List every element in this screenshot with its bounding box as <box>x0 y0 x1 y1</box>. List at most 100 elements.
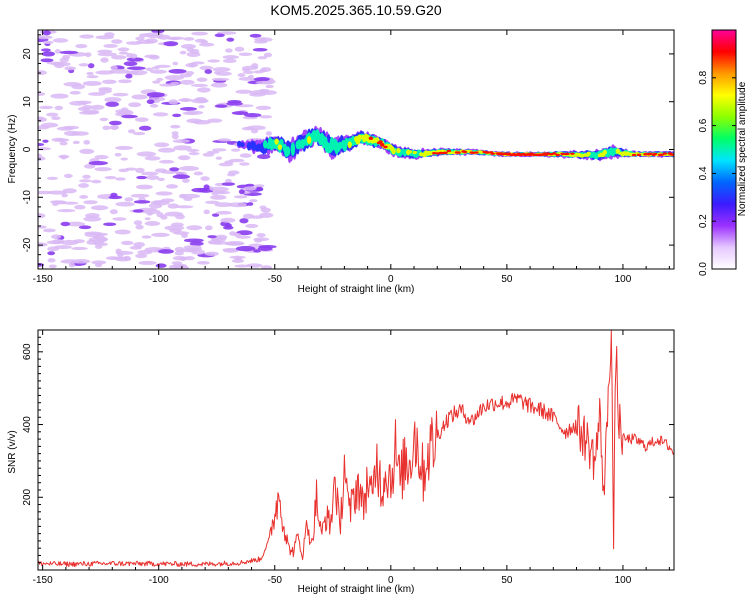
signal-cell <box>552 152 557 155</box>
noise-speckle <box>123 61 138 67</box>
noise-speckle <box>57 208 76 213</box>
noise-speckle <box>206 118 223 123</box>
noise-speckle <box>38 155 46 161</box>
noise-speckle <box>133 131 146 136</box>
noise-speckle <box>171 133 179 140</box>
snr-x-tick-label: 100 <box>615 575 632 586</box>
noise-speckle <box>91 260 107 265</box>
noise-speckle <box>222 58 237 64</box>
noise-speckle <box>141 235 152 239</box>
noise-speckle <box>83 200 98 205</box>
noise-speckle <box>235 245 256 252</box>
noise-speckle <box>79 110 100 115</box>
noise-speckle <box>132 209 144 213</box>
noise-speckle <box>46 112 59 117</box>
noise-speckle <box>102 125 111 131</box>
noise-speckle <box>226 101 243 106</box>
noise-speckle <box>164 74 184 81</box>
signal-cell <box>560 152 565 156</box>
noise-speckle <box>171 36 185 40</box>
noise-speckle <box>186 51 201 58</box>
noise-speckle <box>144 220 161 227</box>
noise-speckle <box>168 68 187 74</box>
noise-speckle <box>200 176 210 181</box>
signal-cell <box>555 153 560 157</box>
signal-cell <box>380 142 385 147</box>
noise-speckle <box>169 167 180 172</box>
noise-speckle <box>204 69 213 75</box>
noise-speckle <box>261 265 272 269</box>
snr-x-tick-label: -150 <box>33 575 53 586</box>
noise-speckle <box>175 205 194 209</box>
snr-y-tick-label: 200 <box>22 488 33 505</box>
noise-speckle <box>164 211 184 217</box>
noise-speckle <box>114 152 122 157</box>
noise-speckle <box>211 77 230 81</box>
spectrogram-x-tick-label: 0 <box>388 274 394 285</box>
noise-speckle <box>152 200 164 204</box>
snr-plot-area <box>38 330 674 570</box>
signal-cell <box>586 151 591 156</box>
noise-speckle <box>203 184 210 190</box>
figure-title: KOM5.2025.365.10.59.G20 <box>270 2 441 18</box>
signal-cell <box>368 136 374 140</box>
signal-cell <box>432 151 437 155</box>
noise-speckle <box>144 217 151 221</box>
noise-speckle <box>85 212 100 219</box>
noise-speckle <box>245 183 255 188</box>
noise-speckle <box>234 264 250 268</box>
noise-speckle <box>126 66 146 70</box>
noise-speckle <box>131 94 148 100</box>
spectrogram-y-tick-label: -10 <box>22 190 33 205</box>
noise-speckle <box>79 194 89 199</box>
noise-speckle <box>197 260 210 265</box>
noise-speckle <box>193 171 204 176</box>
noise-speckle <box>93 242 108 247</box>
noise-speckle <box>47 190 67 195</box>
signal-cell <box>443 151 448 154</box>
noise-speckle <box>172 174 190 179</box>
noise-speckle <box>238 77 255 81</box>
noise-speckle <box>157 177 165 182</box>
noise-speckle <box>42 139 49 143</box>
noise-speckle <box>225 48 233 53</box>
noise-speckle <box>151 66 160 70</box>
noise-speckle <box>145 67 154 72</box>
noise-speckle <box>62 201 79 205</box>
snr-x-axis-label: Height of straight line (km) <box>298 584 415 595</box>
noise-speckle <box>110 55 127 60</box>
noise-speckle <box>159 83 176 87</box>
signal-cell <box>652 152 658 156</box>
noise-speckle <box>207 59 221 63</box>
noise-speckle <box>173 145 192 151</box>
noise-speckle <box>185 62 199 68</box>
noise-speckle <box>220 217 236 223</box>
noise-speckle <box>249 33 262 38</box>
spectrogram-x-tick-label: -150 <box>33 274 53 285</box>
signal-cell <box>462 150 468 154</box>
colorbar: 0.0 0.2 0.4 0.6 0.8 Normalized spectral ampl… <box>698 29 748 276</box>
noise-speckle <box>196 77 208 82</box>
noise-speckle <box>49 200 67 204</box>
noise-speckle <box>226 37 235 42</box>
noise-speckle <box>109 125 120 130</box>
noise-speckle <box>157 34 171 40</box>
noise-speckle <box>115 177 126 181</box>
noise-speckle <box>60 155 67 160</box>
noise-speckle <box>38 242 48 247</box>
signal-cell <box>570 152 575 155</box>
noise-speckle <box>127 129 136 134</box>
noise-speckle <box>138 260 157 265</box>
noise-speckle <box>56 138 70 142</box>
noise-speckle <box>252 47 268 52</box>
noise-speckle <box>260 67 272 72</box>
noise-speckle <box>222 55 240 60</box>
noise-speckle <box>158 159 175 164</box>
noise-speckle <box>224 178 232 183</box>
noise-speckle <box>152 80 161 84</box>
noise-speckle <box>128 102 142 108</box>
noise-speckle <box>165 184 178 189</box>
noise-speckle <box>155 263 167 268</box>
noise-speckle <box>125 73 133 79</box>
noise-speckle <box>128 69 148 76</box>
